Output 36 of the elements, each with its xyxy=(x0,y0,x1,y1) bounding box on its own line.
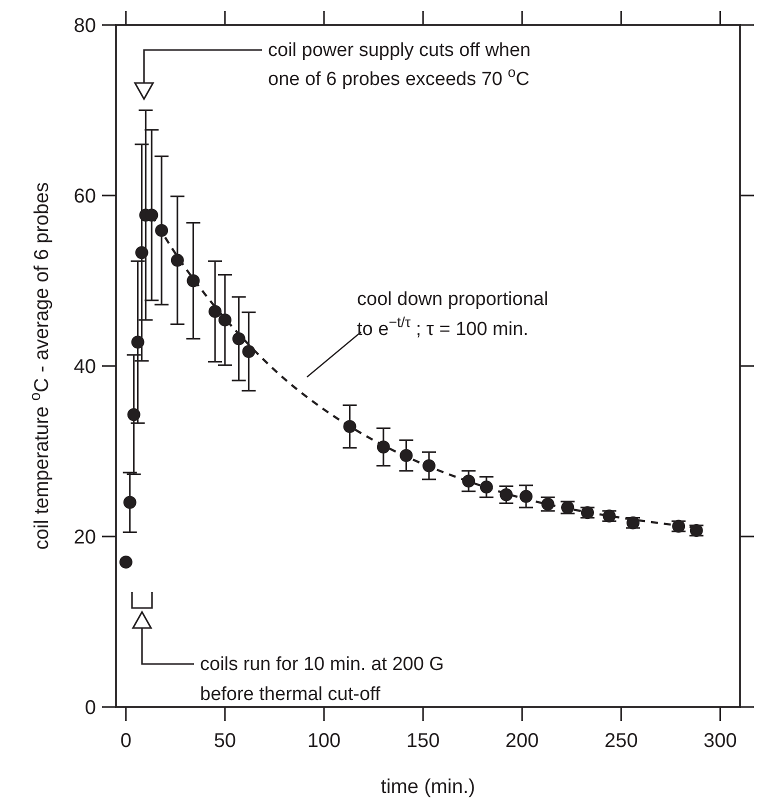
point xyxy=(186,274,200,288)
point xyxy=(520,490,533,503)
point xyxy=(422,459,436,472)
y-tick-label: 40 xyxy=(74,356,96,378)
point xyxy=(127,408,140,422)
x-tick-label: 0 xyxy=(120,730,132,752)
x-tick-label: 200 xyxy=(505,730,539,752)
annotation: coils run for 10 min. at 200 G before thermal cut-off xyxy=(200,654,444,705)
x-tick-label: 150 xyxy=(406,730,440,752)
y-tick-label: 80 xyxy=(74,15,96,37)
x-tick-label: 250 xyxy=(604,730,638,752)
point xyxy=(170,254,184,267)
point xyxy=(218,313,232,326)
y-tick-label: 0 xyxy=(84,697,96,719)
annotation: coil power supply cuts off when one of 6 probes exceeds 70 $^{o}$C xyxy=(268,40,531,90)
point xyxy=(376,440,390,454)
point xyxy=(119,556,132,569)
point xyxy=(480,480,493,494)
point xyxy=(500,488,513,502)
point xyxy=(232,332,246,346)
x-axis-title: time (min.) xyxy=(380,776,476,798)
point xyxy=(155,224,168,237)
annotation: cool down proportional to e$^{−t/τ}$ ; τ = 100 min. xyxy=(357,289,548,340)
point xyxy=(208,304,222,318)
x-tick-label: 300 xyxy=(704,730,737,752)
point xyxy=(242,345,256,358)
y-tick-label: 60 xyxy=(74,186,96,208)
x-tick-label: 50 xyxy=(214,730,236,752)
y-tick-label: 20 xyxy=(74,526,96,548)
point xyxy=(123,496,136,509)
point xyxy=(343,420,356,434)
point xyxy=(135,246,148,260)
point xyxy=(400,449,413,462)
x-tick-label: 100 xyxy=(307,730,341,752)
point xyxy=(462,474,476,488)
point xyxy=(131,336,144,349)
